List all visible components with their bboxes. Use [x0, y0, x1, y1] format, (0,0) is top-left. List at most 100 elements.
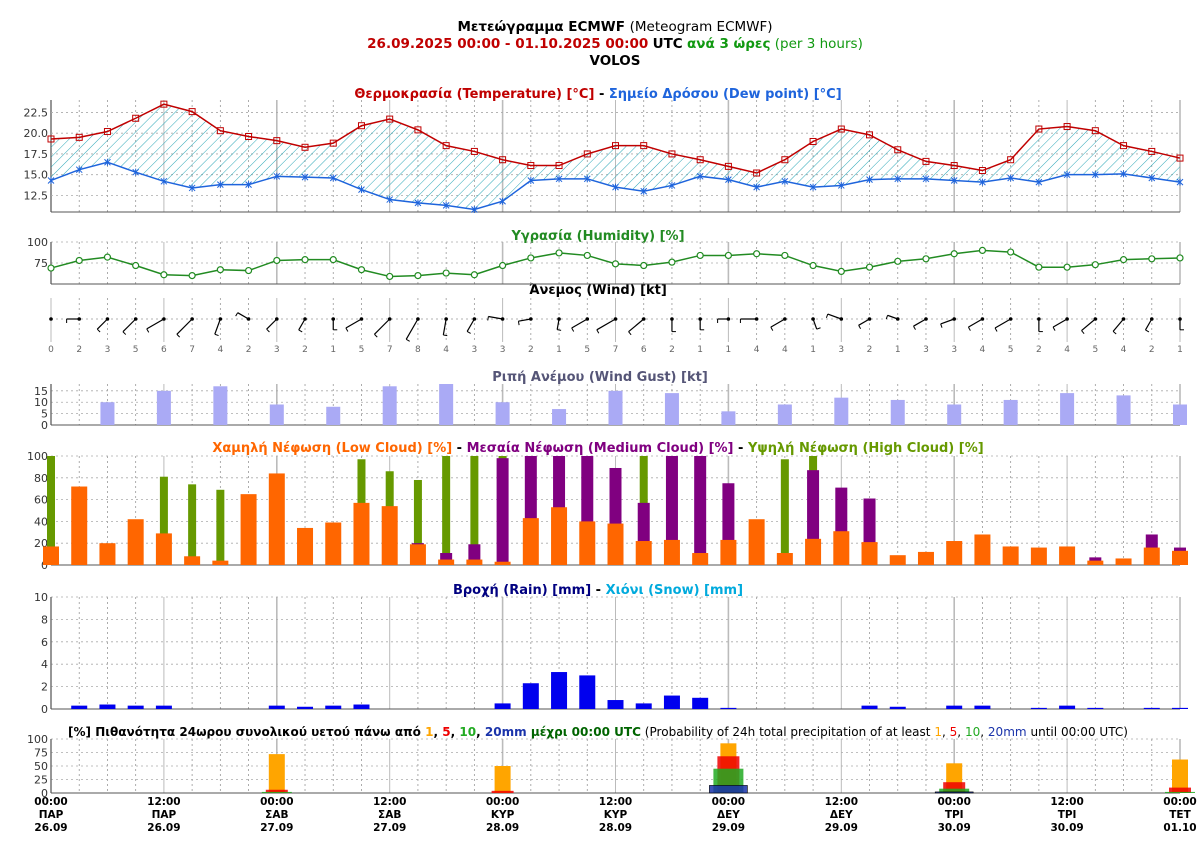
wind-barb [1112, 318, 1125, 332]
low-cloud-title: Χαμηλή Νέφωση (Low Cloud) [%] [212, 441, 452, 456]
medium-cloud-bar [694, 456, 707, 565]
low-cloud-bar [297, 527, 314, 565]
medium-cloud-bar [665, 456, 678, 565]
temperature-point [414, 126, 422, 134]
prob-10mm-bar [261, 791, 292, 793]
wind-barb-flag [443, 334, 448, 337]
temperature-point [1091, 127, 1099, 135]
header-title-gr: Μετεώγραμμα ECMWF [457, 19, 624, 35]
temperature-ytick-label: 15.0 [24, 169, 49, 182]
dewpoint-point [837, 181, 845, 189]
low-cloud-bar [720, 539, 737, 565]
temperature-point [103, 128, 111, 136]
wind-barb [146, 318, 165, 330]
dewpoint-point [1120, 170, 1127, 178]
prob-1mm-bar [494, 766, 511, 793]
temperature-point [470, 147, 478, 155]
high-cloud-bar [413, 479, 422, 565]
dewpoint-point [358, 186, 365, 194]
wind-speed-label: 1 [556, 345, 562, 355]
x-tick-day: ΚΥΡ [604, 809, 628, 821]
dewpoint-point [640, 187, 648, 195]
temperature-point [1063, 123, 1071, 131]
gust-bar [721, 411, 736, 425]
low-cloud-bar [1087, 560, 1104, 565]
precip-ytick-label: 8 [41, 613, 48, 626]
header-title-en: (Meteogram ECMWF) [630, 19, 773, 35]
wind-speed-label: 4 [217, 345, 223, 355]
prob-title-10: (Probability of 24h total precipitation … [641, 724, 934, 739]
wind-barb-flag [1052, 326, 1056, 331]
prob-title-1: [%] Πιθανότητα 24ωρου συνολικού υετού πά… [68, 724, 425, 739]
wind-barb-flag [557, 329, 562, 331]
wind-speed-label: 5 [359, 345, 365, 355]
humidity-point [160, 271, 168, 279]
wind-speed-label: 6 [641, 345, 647, 355]
wind-speed-label: 2 [528, 345, 534, 355]
wind-speed-label: 1 [810, 345, 816, 355]
dewpoint-point [922, 175, 930, 183]
x-tick-time: 00:00 [937, 796, 970, 808]
dewpoint-point [668, 181, 676, 189]
temperature-point [894, 146, 902, 154]
wind-speed-label: 2 [246, 345, 252, 355]
wind-barb [913, 318, 927, 327]
wind-barb [770, 318, 786, 328]
x-tick-day: ΠΑΡ [39, 809, 64, 821]
cloud-ytick-label: 0 [41, 559, 48, 572]
prob-title-2: 1 [425, 724, 433, 739]
dewpoint-point [950, 176, 958, 184]
dewpoint-point [132, 168, 140, 176]
dewpoint-point [47, 176, 55, 184]
prob-10mm-bar [939, 788, 970, 793]
x-tick-day: ΔΕΥ [717, 809, 740, 821]
wind-speed-label: 8 [415, 345, 421, 355]
wind-speed-label: 3 [923, 345, 929, 355]
temperature-point [386, 115, 394, 123]
dewpoint-point [414, 199, 422, 207]
rain-bar [1030, 707, 1047, 709]
x-tick-day: ΣΑΒ [265, 809, 288, 821]
rain-bar [268, 705, 285, 709]
humidity-point [75, 256, 83, 265]
wind-speed-label: 4 [980, 345, 986, 355]
wind-barb [556, 318, 560, 330]
gust-bar [834, 397, 849, 425]
low-cloud-bar [212, 560, 229, 565]
wind-barb-flag [1112, 331, 1117, 335]
medium-cloud-bar [496, 458, 509, 565]
wind-barb-flag [345, 327, 349, 332]
wind-barb [812, 318, 818, 330]
cloud-ytick-label: 60 [34, 494, 48, 507]
dewpoint-point [442, 201, 450, 209]
rain-bar [297, 706, 314, 709]
header-date-range: 26.09.2025 00:00 - 01.10.2025 00:00 [367, 36, 648, 52]
rain-bar [325, 705, 342, 709]
x-tick-date: 29.09 [712, 822, 745, 834]
high-cloud-title: Υψηλή Νέφωση (High Cloud) [%] [747, 441, 984, 456]
temperature-panel-title: Θερμοκρασία (Temperature) [°C] - Σημείο … [354, 87, 841, 102]
humidity-point [357, 266, 366, 274]
x-tick-date: 30.09 [938, 822, 971, 834]
temperature-point [499, 156, 507, 164]
wind-barb-flag [628, 331, 632, 336]
high-cloud-bar [216, 489, 225, 565]
dewpoint-point [866, 176, 873, 184]
gust-bar [156, 390, 171, 425]
humidity-point [555, 249, 563, 257]
cloud-title-sep-2: - [734, 441, 748, 456]
gust-bar [100, 402, 115, 425]
low-cloud-bar [99, 543, 116, 565]
wind-station-dot [49, 317, 53, 321]
low-cloud-bar [353, 502, 370, 565]
temperature-point [527, 162, 535, 170]
gust-bar [495, 402, 510, 425]
humidity-point [753, 250, 761, 258]
temperature-point [668, 150, 676, 158]
wind-barb-flag [235, 312, 239, 317]
wind-speed-label: 2 [669, 345, 675, 355]
x-tick-date: 26.09 [34, 822, 67, 834]
wind-barb-flag [825, 313, 829, 319]
